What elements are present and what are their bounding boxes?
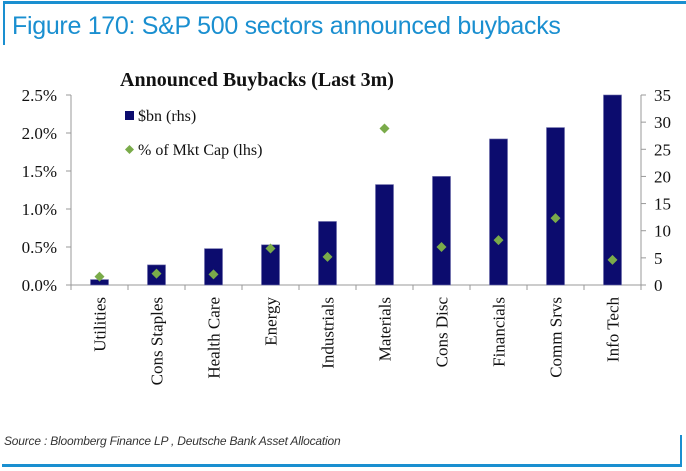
right-axis-tick-label: 25 (654, 140, 671, 159)
right-axis-tick-label: 35 (654, 86, 671, 105)
x-axis-tick-label: Materials (376, 297, 395, 361)
x-axis: Utilities Cons Staples Health Care Energy In… (66, 284, 642, 385)
x-axis-tick-label: Industrials (319, 297, 338, 369)
bottom-rule (2, 464, 682, 467)
top-rule (3, 1, 686, 4)
legend-label-pct: % of Mkt Cap (lhs) (138, 142, 262, 159)
x-axis-tick-label: Cons Disc (433, 297, 452, 368)
right-axis-tick-label: 30 (654, 113, 671, 132)
marker-point (379, 123, 390, 134)
bar (489, 138, 508, 286)
left-axis: 0.0% 0.5% 1.0% 1.5% 2.0% 2.5% (22, 86, 72, 295)
left-axis-tick-label: 2.5% (22, 86, 57, 105)
right-axis: 0 5 10 15 20 25 30 35 (640, 86, 671, 295)
right-rule (680, 435, 682, 466)
right-axis-tick-label: 15 (654, 195, 671, 214)
right-axis-tick-label: 0 (654, 276, 663, 295)
legend-label-bn: $bn (rhs) (138, 108, 196, 125)
source-note: Source : Bloomberg Finance LP , Deutsche… (4, 434, 341, 448)
x-axis-tick-label: Comm Srvs (547, 297, 566, 378)
chart-title: Announced Buybacks (Last 3m) (120, 69, 394, 91)
bar (432, 176, 451, 286)
bar (204, 248, 223, 286)
marker-point (550, 213, 561, 224)
bar (375, 184, 394, 286)
marker-point (607, 254, 618, 265)
left-axis-tick-label: 0.0% (22, 276, 57, 295)
x-axis-tick-label: Cons Staples (148, 297, 167, 385)
bar-series (90, 94, 622, 286)
figure-title: Figure 170: S&P 500 sectors announced bu… (12, 12, 561, 40)
left-axis-tick-label: 0.5% (22, 238, 57, 257)
legend: $bn (rhs) % of Mkt Cap (lhs) (125, 108, 262, 159)
chart: Announced Buybacks (Last 3m) 0.0% 0.5% 1.0… (22, 69, 671, 385)
x-axis-tick-label: Financials (490, 297, 509, 367)
legend-swatch-pct (125, 145, 134, 154)
marker-point (265, 243, 276, 254)
marker-series (94, 123, 618, 282)
x-axis-tick-label: Health Care (205, 297, 224, 379)
bar (546, 127, 565, 286)
left-axis-tick-label: 2.0% (22, 124, 57, 143)
right-axis-tick-label: 20 (654, 167, 671, 186)
marker-point (151, 268, 162, 279)
bar (603, 94, 622, 286)
right-axis-tick-label: 5 (654, 249, 663, 268)
left-axis-tick-label: 1.0% (22, 200, 57, 219)
x-axis-tick-label: Utilities (91, 297, 110, 352)
marker-point (436, 242, 447, 252)
x-axis-tick-label: Energy (262, 297, 281, 346)
left-axis-tick-label: 1.5% (22, 162, 57, 181)
right-axis-tick-label: 10 (654, 222, 671, 241)
marker-point (493, 235, 504, 246)
x-axis-tick-label: Info Tech (604, 297, 623, 363)
marker-point (94, 271, 105, 282)
left-rule (3, 1, 5, 45)
legend-swatch-bn (125, 111, 134, 120)
marker-point (322, 251, 333, 262)
marker-point (208, 269, 219, 280)
